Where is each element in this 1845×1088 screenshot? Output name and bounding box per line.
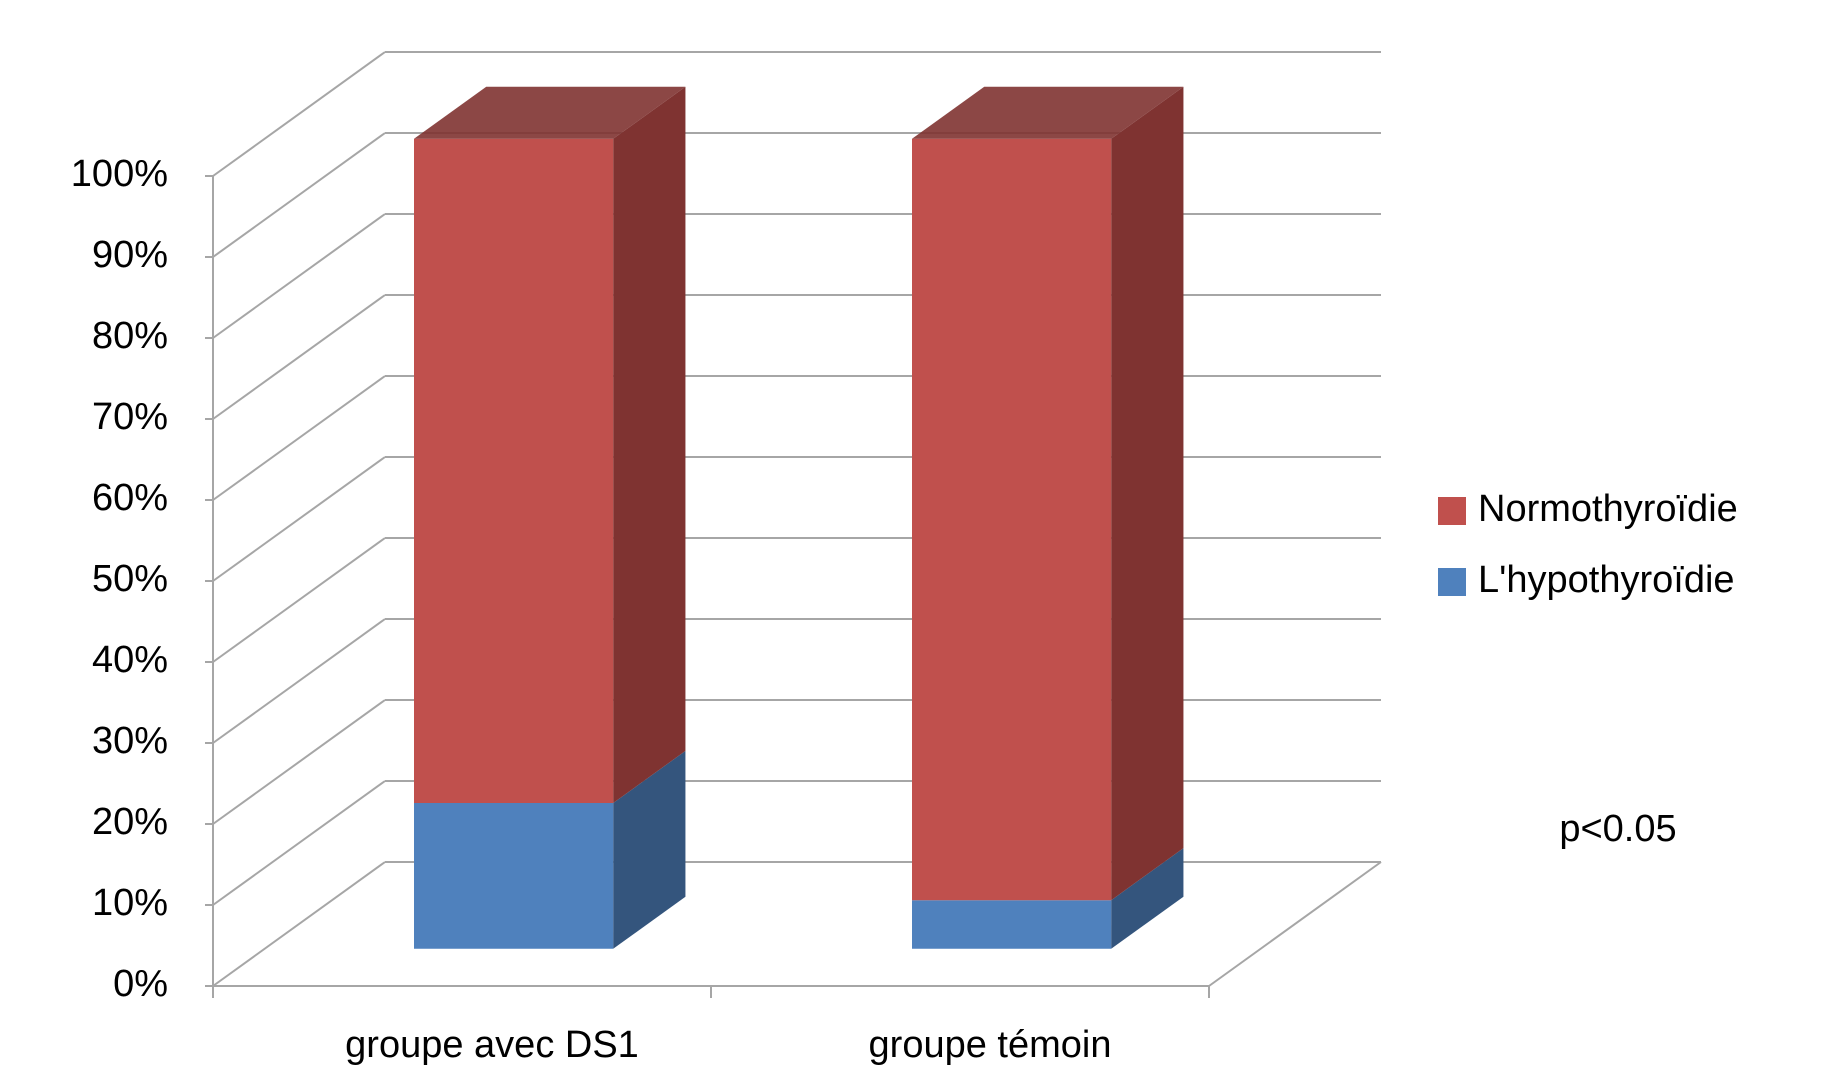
bar — [912, 138, 1112, 901]
grid-line-side — [212, 51, 386, 177]
bar-top — [414, 86, 686, 139]
legend-swatch — [1438, 568, 1466, 596]
grid-line-side — [212, 618, 386, 744]
annotation: p<0.05 — [1559, 808, 1676, 850]
grid-line-side — [212, 861, 386, 987]
y-tick-label: 0% — [113, 963, 168, 1005]
grid-line-side — [212, 780, 386, 906]
y-tick-label: 30% — [92, 720, 168, 762]
bar — [414, 138, 614, 804]
grid-line-side — [212, 132, 386, 258]
grid-line-side — [212, 537, 386, 663]
y-tick-label: 50% — [92, 558, 168, 600]
bar-side — [613, 750, 686, 949]
y-tick-label: 90% — [92, 234, 168, 276]
x-tick-label: groupe avec DS1 — [345, 1024, 639, 1066]
y-tick-label: 100% — [71, 153, 168, 195]
bar-side — [613, 86, 686, 804]
y-tick-label: 70% — [92, 396, 168, 438]
floor-edge — [1208, 861, 1382, 987]
bar-side — [1111, 848, 1184, 949]
grid-line-side — [212, 213, 386, 339]
bar — [414, 803, 614, 949]
legend-label: Normothyroïdie — [1478, 488, 1738, 530]
legend-swatch — [1438, 497, 1466, 525]
grid-line-side — [212, 699, 386, 825]
bar — [912, 900, 1112, 949]
legend-label: L'hypothyroïdie — [1478, 559, 1735, 601]
y-tick-label: 20% — [92, 801, 168, 843]
y-tick-label: 60% — [92, 477, 168, 519]
grid-line-side — [212, 456, 386, 582]
x-tick-label: groupe témoin — [869, 1024, 1112, 1066]
y-tick-label: 10% — [92, 882, 168, 924]
grid-line-side — [212, 294, 386, 420]
y-tick-label: 80% — [92, 315, 168, 357]
bar-side — [1111, 86, 1184, 901]
bar-top — [912, 86, 1184, 139]
grid-line-side — [212, 375, 386, 501]
y-tick-label: 40% — [92, 639, 168, 681]
